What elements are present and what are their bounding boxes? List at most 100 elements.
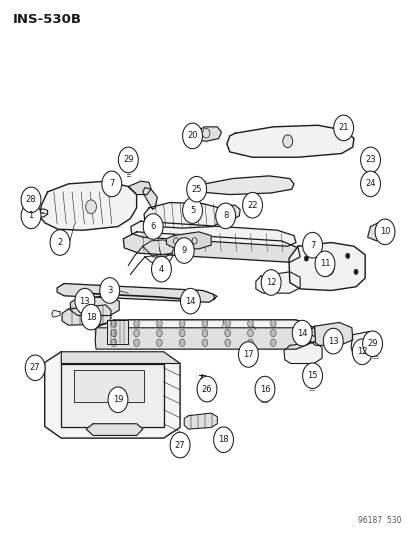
Circle shape bbox=[133, 320, 139, 327]
Polygon shape bbox=[62, 305, 111, 325]
Text: 14: 14 bbox=[296, 329, 307, 337]
Polygon shape bbox=[57, 284, 215, 302]
Polygon shape bbox=[61, 364, 163, 427]
Circle shape bbox=[247, 320, 253, 327]
Circle shape bbox=[345, 253, 349, 259]
Text: 10: 10 bbox=[379, 228, 389, 236]
Polygon shape bbox=[95, 328, 315, 349]
Circle shape bbox=[270, 339, 275, 346]
Circle shape bbox=[108, 387, 128, 413]
Circle shape bbox=[247, 329, 253, 337]
Circle shape bbox=[302, 232, 322, 258]
Circle shape bbox=[75, 288, 95, 314]
Circle shape bbox=[111, 329, 116, 337]
Polygon shape bbox=[39, 181, 136, 230]
Circle shape bbox=[319, 257, 334, 276]
Text: 29: 29 bbox=[123, 156, 133, 164]
Text: INS-530B: INS-530B bbox=[12, 13, 81, 26]
Circle shape bbox=[270, 329, 275, 337]
Text: 3: 3 bbox=[107, 286, 112, 295]
Text: 13: 13 bbox=[79, 297, 90, 305]
Text: 26: 26 bbox=[201, 385, 212, 393]
Circle shape bbox=[362, 331, 382, 357]
Circle shape bbox=[100, 278, 119, 303]
Text: 9: 9 bbox=[181, 246, 186, 255]
Text: 17: 17 bbox=[242, 350, 253, 359]
Circle shape bbox=[314, 251, 334, 277]
Circle shape bbox=[21, 187, 41, 213]
Text: 12: 12 bbox=[265, 278, 276, 287]
Circle shape bbox=[186, 176, 206, 202]
Text: 21: 21 bbox=[337, 124, 348, 132]
Circle shape bbox=[179, 339, 185, 346]
Circle shape bbox=[282, 135, 292, 148]
Polygon shape bbox=[131, 221, 295, 246]
Polygon shape bbox=[255, 272, 299, 293]
Circle shape bbox=[182, 198, 202, 223]
Circle shape bbox=[353, 269, 357, 274]
Polygon shape bbox=[128, 181, 151, 195]
Circle shape bbox=[270, 320, 275, 327]
Polygon shape bbox=[217, 205, 240, 220]
Polygon shape bbox=[145, 253, 173, 264]
Circle shape bbox=[102, 171, 121, 197]
Circle shape bbox=[247, 339, 253, 346]
Circle shape bbox=[156, 339, 162, 346]
Circle shape bbox=[180, 288, 200, 314]
Text: 23: 23 bbox=[364, 156, 375, 164]
Circle shape bbox=[21, 203, 41, 229]
Polygon shape bbox=[45, 352, 180, 438]
Circle shape bbox=[224, 329, 230, 337]
Circle shape bbox=[156, 320, 162, 327]
Circle shape bbox=[133, 339, 139, 346]
Text: 12: 12 bbox=[356, 348, 367, 356]
Text: 15: 15 bbox=[306, 372, 317, 380]
Circle shape bbox=[292, 320, 311, 346]
Circle shape bbox=[261, 270, 280, 295]
Circle shape bbox=[304, 256, 308, 261]
Circle shape bbox=[224, 339, 230, 346]
Circle shape bbox=[118, 147, 138, 173]
Text: 5: 5 bbox=[190, 206, 195, 215]
Circle shape bbox=[302, 363, 322, 389]
Circle shape bbox=[156, 329, 162, 337]
Circle shape bbox=[202, 320, 207, 327]
Circle shape bbox=[174, 238, 194, 263]
Text: 24: 24 bbox=[364, 180, 375, 188]
Circle shape bbox=[333, 115, 353, 141]
Text: 13: 13 bbox=[327, 337, 338, 345]
Text: 96187  530: 96187 530 bbox=[357, 516, 401, 525]
Circle shape bbox=[202, 339, 207, 346]
Text: 4: 4 bbox=[159, 265, 164, 273]
Text: 20: 20 bbox=[187, 132, 197, 140]
Polygon shape bbox=[123, 232, 299, 262]
Circle shape bbox=[323, 328, 342, 354]
Text: 2: 2 bbox=[57, 238, 62, 247]
Text: 16: 16 bbox=[259, 385, 270, 393]
Polygon shape bbox=[166, 232, 211, 249]
Polygon shape bbox=[191, 127, 221, 141]
Text: 1: 1 bbox=[28, 212, 33, 220]
Text: 14: 14 bbox=[185, 297, 195, 305]
Polygon shape bbox=[52, 310, 60, 317]
Circle shape bbox=[25, 355, 45, 381]
Circle shape bbox=[351, 339, 371, 365]
Text: 18: 18 bbox=[85, 313, 96, 321]
Circle shape bbox=[238, 342, 258, 367]
Circle shape bbox=[215, 203, 235, 229]
Circle shape bbox=[151, 256, 171, 282]
Polygon shape bbox=[61, 352, 180, 364]
Polygon shape bbox=[350, 332, 375, 353]
Circle shape bbox=[170, 432, 190, 458]
Circle shape bbox=[213, 427, 233, 453]
Circle shape bbox=[179, 329, 185, 337]
Circle shape bbox=[111, 339, 116, 346]
Text: 27: 27 bbox=[30, 364, 40, 372]
Polygon shape bbox=[309, 322, 352, 345]
Circle shape bbox=[202, 329, 207, 337]
Circle shape bbox=[366, 176, 373, 184]
Polygon shape bbox=[142, 240, 173, 257]
Polygon shape bbox=[367, 220, 390, 241]
Circle shape bbox=[81, 304, 101, 330]
Text: 27: 27 bbox=[174, 441, 185, 449]
